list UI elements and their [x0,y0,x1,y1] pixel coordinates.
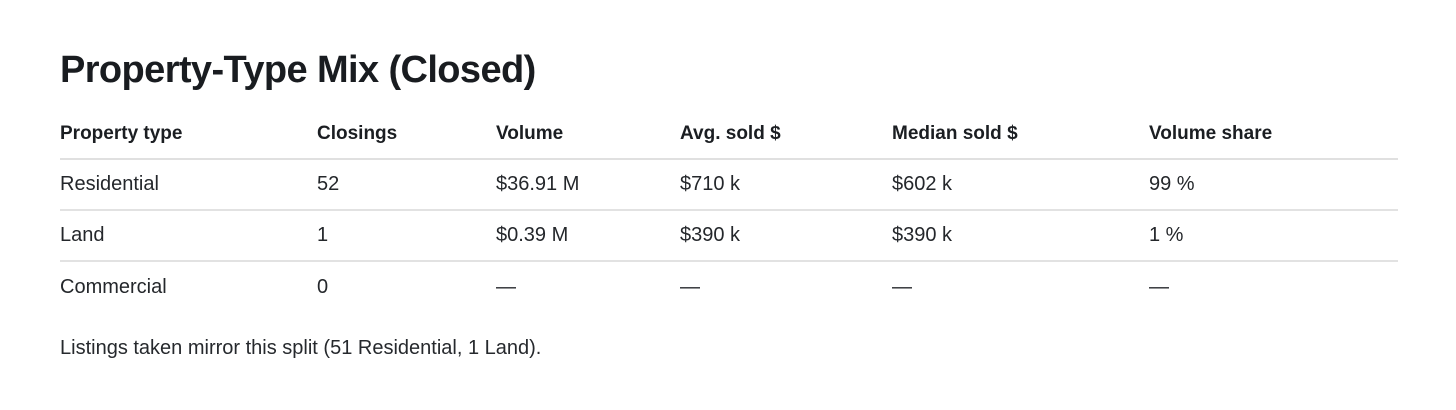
table-cell: — [680,276,700,298]
table-cell: $602 k [892,173,953,195]
table-cell: $390 k [680,224,741,246]
table-cell: Land [60,224,105,246]
table-cell: $36.91 M [496,173,580,195]
column-header-volume: Volume [496,123,564,144]
table-cell: — [1149,276,1169,298]
table-body: Residential 52 $36.91 M $710 k $602 k 99 % Lan… [60,160,1398,313]
table-cell: Commercial [60,276,167,298]
table-header-row: Property type Closings Volume Avg. sold $ Me… [60,110,1398,160]
table-cell: 52 [317,173,340,195]
column-header-property-type: Property type [60,123,183,144]
section-title: Property-Type Mix (Closed) [60,49,536,91]
table-cell: — [496,276,516,298]
table-cell: $710 k [680,173,741,195]
table-cell: $390 k [892,224,953,246]
table-cell: 1 % [1149,224,1184,246]
column-header-closings: Closings [317,123,398,144]
column-header-median-sold: Median sold $ [892,123,1018,144]
table-row-land: Land 1 $0.39 M $390 k $390 k 1 % [60,211,1398,262]
table-row-residential: Residential 52 $36.91 M $710 k $602 k 99 % [60,160,1398,211]
table-cell: — [892,276,912,298]
table-row-commercial: Commercial 0 — — — — [60,262,1398,313]
table-cell: Residential [60,173,159,195]
table-cell: 1 [317,224,329,246]
property-type-table: Property type Closings Volume Avg. sold $ Me… [60,110,1398,313]
column-header-volume-share: Volume share [1149,123,1273,144]
table-cell: $0.39 M [496,224,569,246]
table-cell: 99 % [1149,173,1195,195]
footnote: Listings taken mirror this split (51 Res… [60,337,542,359]
table-cell: 0 [317,276,329,298]
column-header-avg-sold: Avg. sold $ [680,123,781,144]
